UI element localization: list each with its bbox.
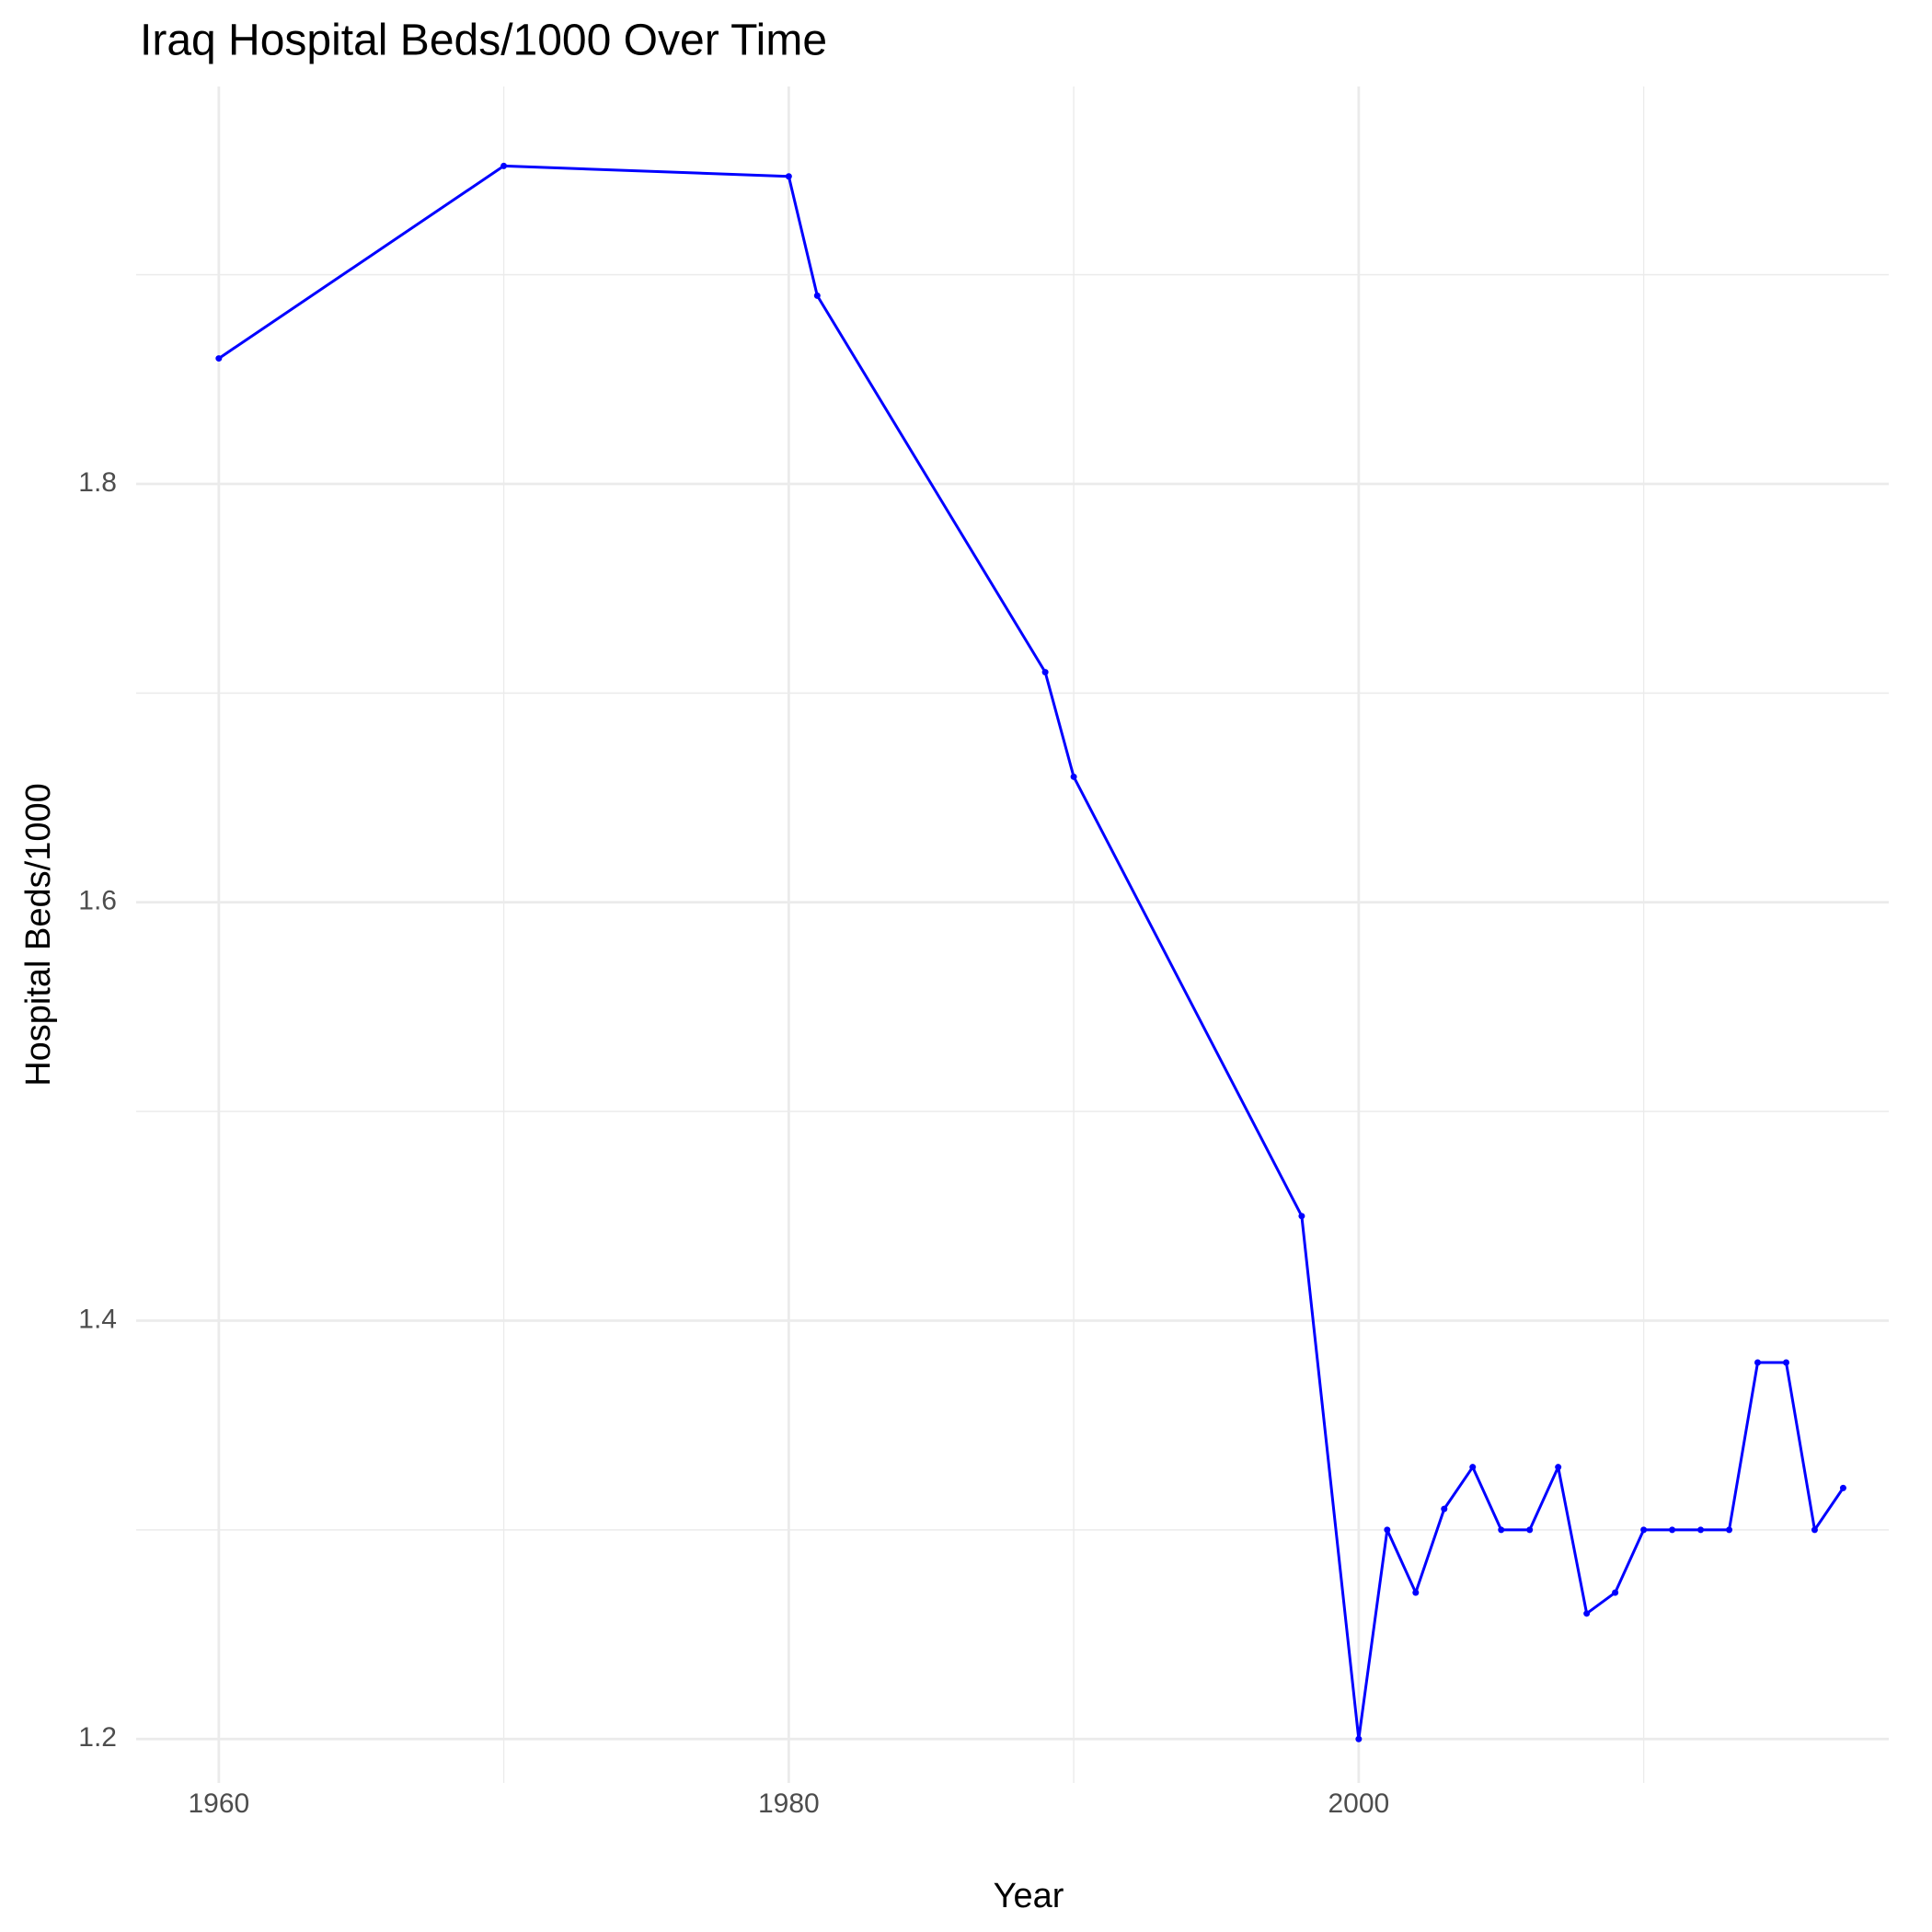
data-point xyxy=(1526,1526,1534,1534)
data-point xyxy=(1839,1484,1846,1491)
y-tick-label: 1.8 xyxy=(78,467,117,498)
y-tick-label: 1.4 xyxy=(78,1304,117,1334)
data-point xyxy=(813,292,821,299)
x-tick-label: 1980 xyxy=(758,1788,820,1819)
data-point xyxy=(1041,669,1049,676)
data-point xyxy=(1697,1526,1705,1534)
y-tick-label: 1.2 xyxy=(78,1722,117,1753)
y-axis-title: Hospital Beds/1000 xyxy=(19,783,58,1087)
data-point xyxy=(1669,1526,1676,1534)
data-point xyxy=(1754,1359,1762,1366)
data-point xyxy=(215,355,223,362)
data-point xyxy=(1384,1526,1391,1534)
data-point xyxy=(1640,1526,1648,1534)
data-point xyxy=(1726,1526,1733,1534)
data-point xyxy=(1355,1735,1363,1742)
data-point xyxy=(1469,1464,1477,1471)
chart-title: Iraq Hospital Beds/1000 Over Time xyxy=(140,17,827,65)
data-point xyxy=(1412,1589,1420,1596)
data-point xyxy=(1498,1526,1505,1534)
data-point xyxy=(785,173,792,180)
data-point xyxy=(1782,1359,1789,1366)
data-point xyxy=(1583,1610,1591,1617)
data-point xyxy=(1070,773,1077,780)
data-point xyxy=(1441,1505,1448,1512)
x-tick-label: 2000 xyxy=(1328,1788,1389,1819)
y-tick-label: 1.6 xyxy=(78,886,117,916)
data-line xyxy=(217,164,1845,1741)
data-point xyxy=(500,162,508,169)
x-axis-title: Year xyxy=(994,1877,1064,1915)
data-point xyxy=(1555,1464,1562,1471)
x-tick-label: 1960 xyxy=(188,1788,249,1819)
data-point xyxy=(1811,1526,1818,1534)
data-point xyxy=(1612,1589,1619,1596)
data-point xyxy=(1298,1213,1305,1220)
